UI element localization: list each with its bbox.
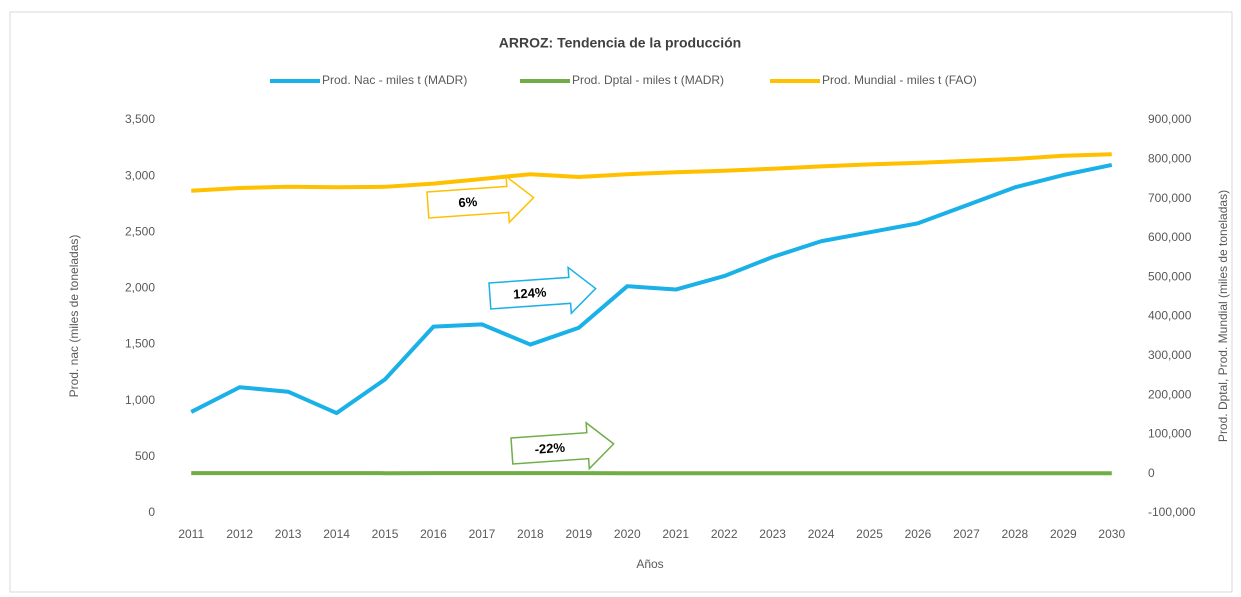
- y-tick-label: 3,500: [125, 112, 155, 126]
- x-tick-label: 2022: [711, 527, 738, 541]
- x-tick-label: 2012: [226, 527, 253, 541]
- annotation-text: 6%: [458, 194, 478, 210]
- y2-tick-label: -100,000: [1148, 505, 1196, 519]
- x-tick-label: 2018: [517, 527, 544, 541]
- y2-axis-label: Prod. Dptal, Prod. Mundial (miles de ton…: [1216, 190, 1230, 442]
- x-tick-label: 2025: [856, 527, 883, 541]
- x-tick-label: 2017: [469, 527, 496, 541]
- x-tick-label: 2014: [323, 527, 350, 541]
- y2-tick-label: 700,000: [1148, 191, 1192, 205]
- x-tick-label: 2030: [1098, 527, 1125, 541]
- y2-tick-label: 300,000: [1148, 348, 1192, 362]
- x-tick-label: 2026: [905, 527, 932, 541]
- x-tick-label: 2011: [178, 527, 204, 541]
- y-tick-label: 1,000: [125, 393, 155, 407]
- x-tick-label: 2015: [372, 527, 399, 541]
- arrow-shape: [488, 265, 597, 316]
- x-tick-label: 2028: [1002, 527, 1029, 541]
- arrow-shape: [510, 421, 615, 471]
- x-tick-label: 2029: [1050, 527, 1077, 541]
- x-tick-label: 2023: [759, 527, 786, 541]
- chart-border: [9, 11, 1233, 593]
- annotation-arrow: 124%: [488, 265, 597, 316]
- arrow-shape: [426, 174, 535, 225]
- x-tick-label: 2013: [275, 527, 302, 541]
- legend-label: Prod. Nac - miles t (MADR): [322, 73, 467, 87]
- series-line: [190, 162, 1113, 416]
- legend-label: Prod. Dptal - miles t (MADR): [572, 73, 724, 87]
- series-line: [191, 152, 1112, 193]
- y-tick-label: 0: [148, 505, 155, 519]
- y2-tick-label: 900,000: [1148, 112, 1192, 126]
- x-tick-label: 2019: [565, 527, 592, 541]
- y2-tick-label: 600,000: [1148, 230, 1192, 244]
- y2-tick-label: 100,000: [1148, 427, 1192, 441]
- chart-title: ARROZ: Tendencia de la producción: [499, 35, 741, 51]
- y2-tick-label: 500,000: [1148, 269, 1192, 283]
- annotation-arrow: 6%: [426, 174, 535, 225]
- legend-label: Prod. Mundial - miles t (FAO): [822, 73, 977, 87]
- y-tick-label: 2,500: [125, 224, 155, 238]
- y-tick-label: 3,000: [125, 168, 155, 182]
- x-tick-label: 2020: [614, 527, 641, 541]
- y-tick-label: 2,000: [125, 281, 155, 295]
- y2-tick-label: 200,000: [1148, 387, 1192, 401]
- annotation-text: 124%: [513, 284, 548, 301]
- y2-tick-label: 400,000: [1148, 309, 1192, 323]
- y2-tick-label: 0: [1148, 466, 1155, 480]
- x-tick-label: 2027: [953, 527, 980, 541]
- y-tick-label: 1,500: [125, 337, 155, 351]
- x-tick-label: 2021: [662, 527, 689, 541]
- y2-tick-label: 800,000: [1148, 151, 1192, 165]
- y-tick-label: 500: [135, 449, 155, 463]
- x-tick-label: 2016: [420, 527, 447, 541]
- y-axis-label: Prod. nac (miles de toneladas): [67, 235, 81, 398]
- x-axis-label: Años: [636, 557, 663, 571]
- annotation-text: -22%: [534, 440, 566, 457]
- annotation-arrow: -22%: [510, 421, 615, 471]
- x-tick-label: 2024: [808, 527, 835, 541]
